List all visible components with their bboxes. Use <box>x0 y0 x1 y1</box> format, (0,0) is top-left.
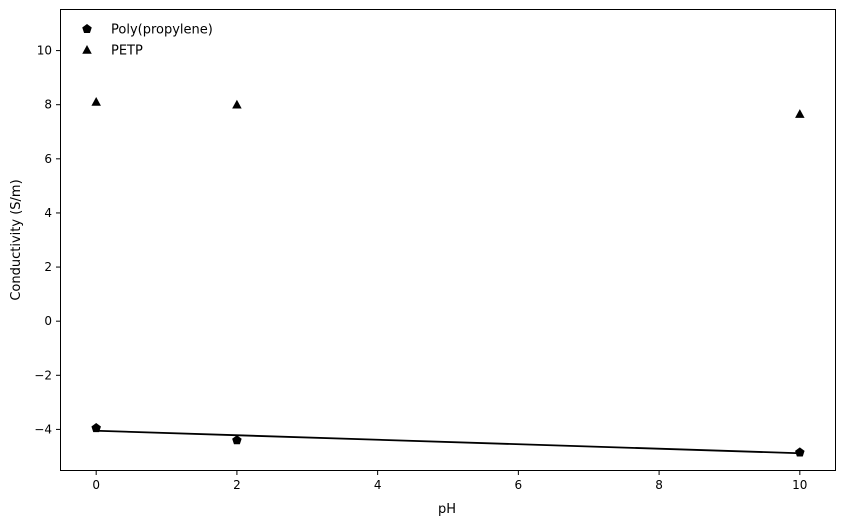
axis-ticks: 0 2 4 6 8 10 −4 −2 0 2 4 6 8 10 <box>34 44 807 492</box>
x-tick-label: 8 <box>655 478 663 492</box>
polypropylene-point <box>91 423 101 433</box>
legend-pentagon-marker <box>82 24 92 34</box>
y-tick-label: −4 <box>34 422 52 436</box>
x-tick-label: 10 <box>792 478 807 492</box>
x-axis-label: pH <box>438 502 456 517</box>
polypropylene-point <box>232 435 242 445</box>
legend-triangle-marker <box>82 45 92 54</box>
x-tick-label: 2 <box>233 478 241 492</box>
petp-point <box>232 99 242 109</box>
y-tick-label: −2 <box>34 368 52 382</box>
polypropylene-point <box>795 447 805 457</box>
y-tick-label: 10 <box>37 44 52 58</box>
petp-point <box>795 109 805 118</box>
y-tick-label: 4 <box>44 206 52 220</box>
trend-line <box>96 429 800 455</box>
axes-frame <box>60 9 836 471</box>
legend-label: Poly(propylene) <box>111 23 213 38</box>
legend: Poly(propylene) PETP <box>82 23 213 59</box>
x-tick-label: 0 <box>92 478 100 492</box>
data-layer <box>91 97 805 457</box>
y-axis-label: Conductivity (S/m) <box>9 179 24 300</box>
y-tick-label: 6 <box>44 152 52 166</box>
x-tick-label: 6 <box>515 478 523 492</box>
y-tick-label: 0 <box>44 314 52 328</box>
y-tick-label: 8 <box>44 98 52 112</box>
y-tick-label: 2 <box>44 260 52 274</box>
petp-point <box>91 97 101 106</box>
legend-label: PETP <box>111 44 143 59</box>
x-tick-label: 4 <box>374 478 382 492</box>
